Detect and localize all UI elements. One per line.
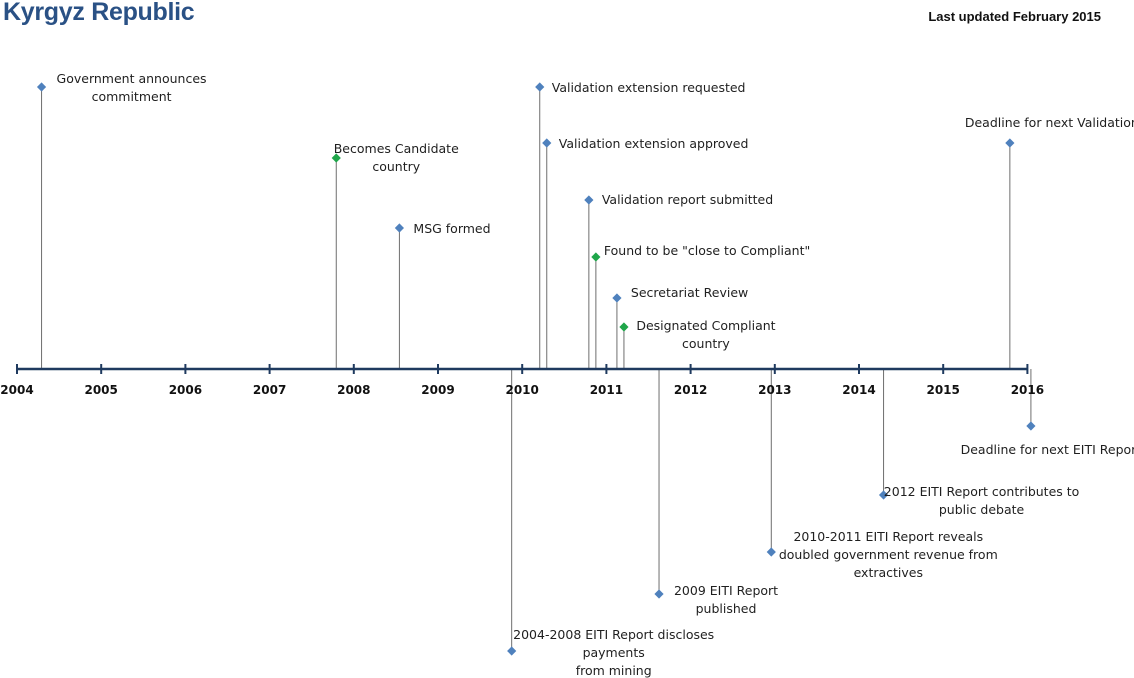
year-label: 2014 [842, 383, 875, 397]
year-label: 2005 [84, 383, 117, 397]
event-label-report-2012: 2012 EITI Report contributes to public de… [884, 484, 1080, 517]
year-label: 2015 [926, 383, 959, 397]
event-marker-diamond [507, 646, 517, 656]
event-marker-diamond [878, 490, 889, 500]
event-marker-diamond [654, 589, 664, 599]
event-label-next-eiti-report: Deadline for next EITI Report [961, 442, 1134, 457]
year-label: 2008 [337, 383, 370, 397]
event-marker-diamond [1005, 138, 1015, 148]
year-label: 2007 [253, 383, 286, 397]
event-label-report-2004-2008: 2004-2008 EITI Report discloses payments f… [513, 627, 714, 678]
year-label: 2012 [674, 383, 707, 397]
event-marker-diamond [591, 252, 601, 262]
event-stems [41, 87, 1032, 651]
event-label-validation-ext-approved: Validation extension approved [559, 136, 749, 151]
event-marker-diamond [619, 322, 629, 332]
event-label-validation-ext-requested: Validation extension requested [552, 80, 746, 95]
event-label-validation-report: Validation report submitted [602, 192, 773, 207]
event-marker-diamond [36, 82, 47, 92]
event-label-next-validation: Deadline for next Validation [965, 115, 1134, 130]
year-label: 2010 [505, 383, 538, 397]
event-labels: Government announces commitment Becomes Ca… [57, 71, 1134, 678]
event-label-gov-commitment: Government announces commitment [57, 71, 207, 104]
event-markers [36, 82, 1036, 656]
page-title: Kyrgyz Republic [3, 0, 195, 26]
event-marker-diamond [584, 195, 594, 205]
year-label: 2016 [1011, 383, 1044, 397]
event-marker-diamond [766, 547, 776, 557]
last-updated-note: Last updated February 2015 [928, 9, 1101, 24]
event-marker-diamond [394, 223, 405, 233]
event-marker-diamond [331, 153, 341, 163]
event-marker-diamond [542, 138, 552, 148]
year-label: 2006 [169, 383, 202, 397]
year-label: 2011 [590, 383, 623, 397]
year-label: 2004 [0, 383, 33, 397]
event-label-designated-compliant: Designated Compliant country [636, 318, 775, 351]
year-label: 2013 [758, 383, 791, 397]
event-label-close-compliant: Found to be "close to Compliant" [604, 243, 810, 258]
event-marker-diamond [535, 82, 545, 92]
event-label-secretariat-review: Secretariat Review [631, 285, 748, 300]
event-label-report-2010-2011: 2010-2011 EITI Report reveals doubled gov… [779, 529, 998, 580]
event-marker-diamond [612, 293, 622, 303]
event-marker-diamond [1026, 421, 1036, 431]
timeline-axis: 2004 2005 2006 2007 2008 2009 2010 2011 2012 2013… [0, 364, 1044, 397]
event-label-report-2009: 2009 EITI Report published [674, 583, 778, 616]
year-label: 2009 [421, 383, 454, 397]
event-label-candidate: Becomes Candidate country [334, 141, 459, 174]
event-label-msg-formed: MSG formed [413, 221, 490, 236]
